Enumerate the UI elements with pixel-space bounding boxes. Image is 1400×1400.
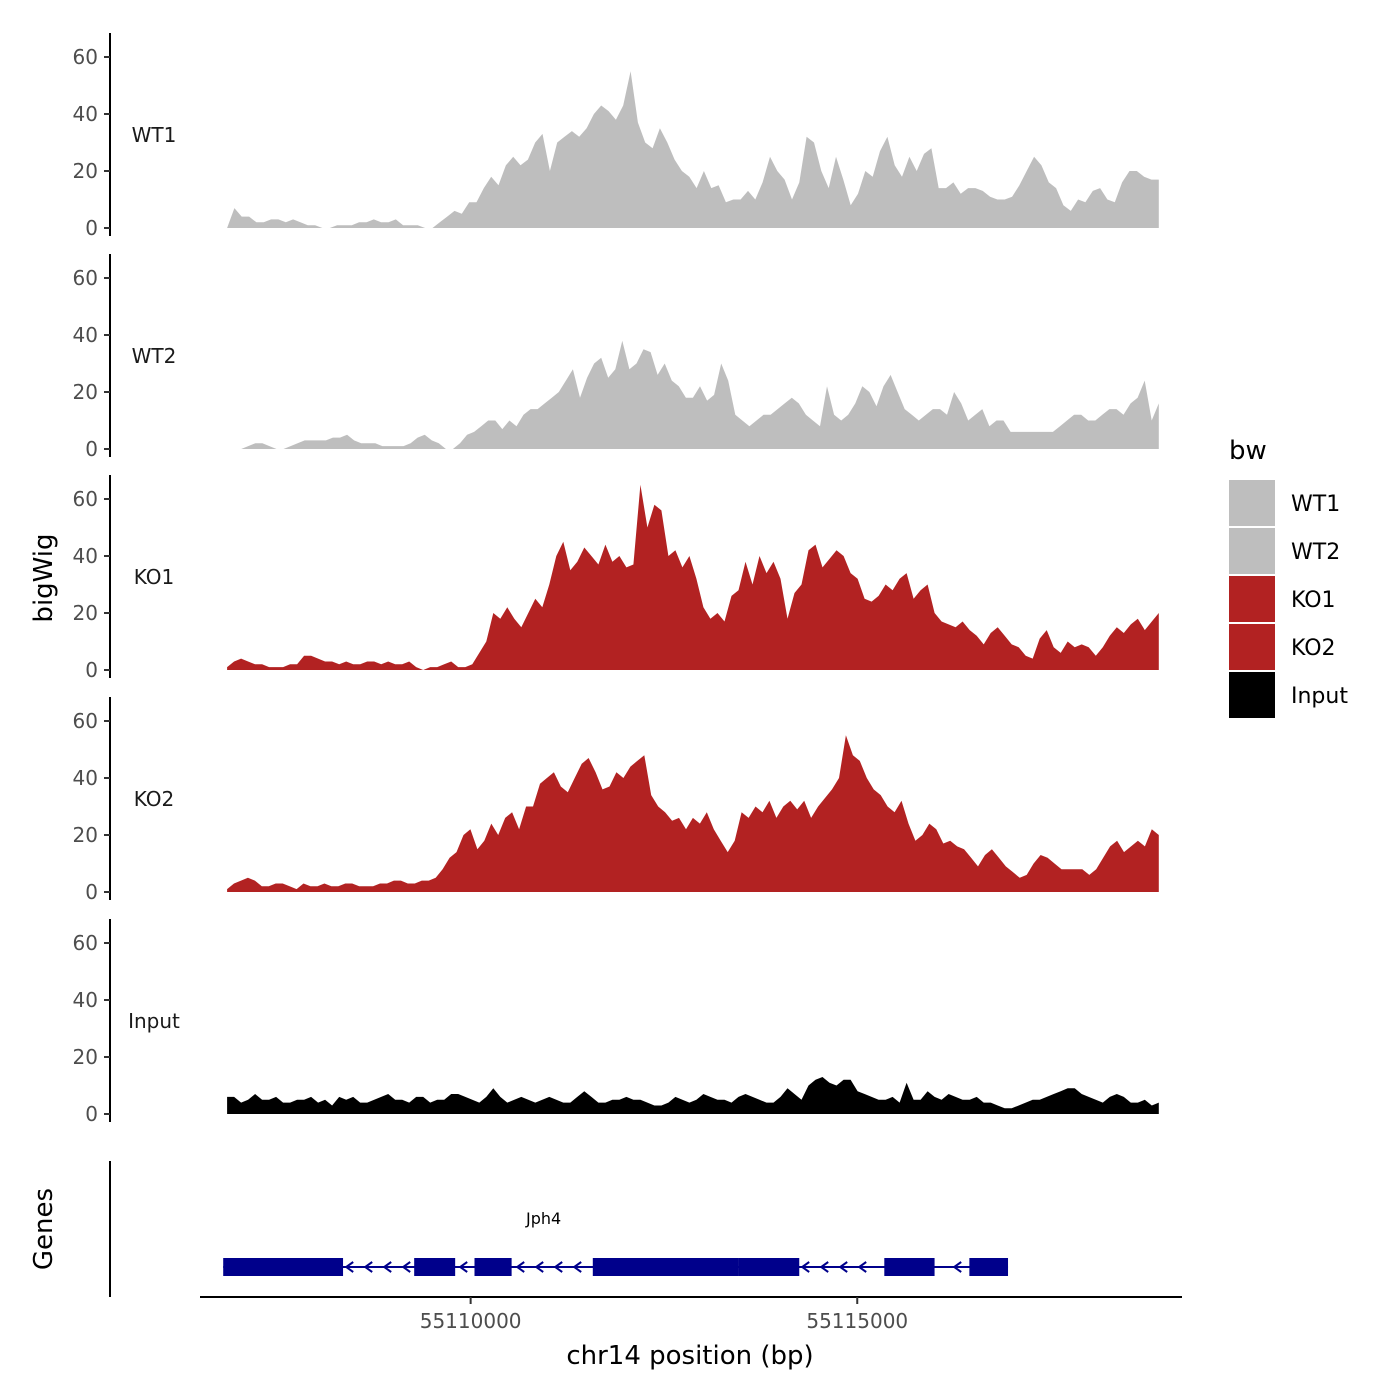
coverage-area-wt1	[227, 71, 1159, 228]
y-tick-label: 20	[73, 823, 98, 847]
strand-chevron	[857, 1261, 867, 1273]
track-label-ko1: KO1	[134, 565, 175, 589]
coverage-area-input	[227, 1077, 1159, 1114]
legend-label-wt2: WT2	[1291, 540, 1340, 565]
strand-chevron	[838, 1261, 848, 1273]
legend-key-wt1	[1229, 480, 1275, 526]
gene-exon	[474, 1258, 512, 1276]
strand-chevron	[515, 1261, 525, 1273]
x-tick-label: 55110000	[420, 1309, 522, 1333]
coverage-area-ko1	[227, 484, 1159, 670]
legend-label-input: Input	[1291, 684, 1348, 709]
strand-chevron	[572, 1261, 582, 1273]
x-axis: 55110000 55115000	[200, 1296, 1182, 1333]
strand-chevron	[382, 1261, 392, 1273]
y-tick-label: 40	[73, 544, 98, 568]
legend-label-wt1: WT1	[1291, 492, 1340, 517]
panel-input: 0 20 40 60 Input	[73, 919, 1159, 1126]
legend-key-ko2	[1229, 624, 1275, 670]
x-tick-label: 55115000	[806, 1309, 908, 1333]
track-label-wt2: WT2	[132, 344, 177, 368]
strand-chevron	[401, 1261, 411, 1273]
legend: bw WT1 WT2 KO1 KO2 Input	[1229, 436, 1348, 718]
panel-ko1: 0 20 40 60 KO1	[73, 475, 1159, 682]
strand-chevron	[363, 1261, 373, 1273]
y-tick-label: 60	[73, 45, 98, 69]
x-axis-title: chr14 position (bp)	[566, 1341, 813, 1371]
genes-panel: Jph4	[109, 1161, 1009, 1297]
genes-axis-title: Genes	[29, 1188, 59, 1270]
y-tick-label: 0	[85, 216, 98, 240]
strand-chevron	[458, 1261, 468, 1273]
gene-exon	[414, 1258, 456, 1276]
strand-chevron	[344, 1261, 354, 1273]
panel-wt1: 0 20 40 60 WT1	[73, 33, 1159, 240]
legend-label-ko1: KO1	[1291, 588, 1336, 613]
y-tick-label: 0	[85, 880, 98, 904]
y-tick-label: 40	[73, 988, 98, 1012]
y-tick-label: 20	[73, 159, 98, 183]
y-tick-label: 20	[73, 1045, 98, 1069]
strand-chevron	[534, 1261, 544, 1273]
coverage-area-wt2	[227, 340, 1159, 449]
strand-chevron	[553, 1261, 563, 1273]
panel-wt2: 0 20 40 60 WT2	[73, 254, 1159, 461]
y-tick-label: 40	[73, 766, 98, 790]
y-tick-label: 60	[73, 266, 98, 290]
strand-chevron	[819, 1261, 829, 1273]
legend-label-ko2: KO2	[1291, 636, 1336, 661]
track-label-input: Input	[128, 1009, 180, 1033]
legend-key-input	[1229, 672, 1275, 718]
track-label-wt1: WT1	[132, 123, 177, 147]
y-tick-label: 40	[73, 323, 98, 347]
y-tick-label: 60	[73, 931, 98, 955]
legend-title: bw	[1229, 436, 1267, 466]
y-axis-title: bigWig	[29, 533, 59, 622]
coverage-area-ko2	[227, 735, 1159, 892]
y-tick-label: 40	[73, 102, 98, 126]
y-tick-label: 20	[73, 380, 98, 404]
panel-ko2: 0 20 40 60 KO2	[73, 697, 1159, 904]
gene-exon	[884, 1258, 935, 1276]
gene-jph4: Jph4	[223, 1209, 1009, 1276]
track-label-ko2: KO2	[134, 787, 175, 811]
gene-exon	[592, 1258, 739, 1276]
coverage-panels: 0 20 40 60 WT1 0 20 40 60 WT2 0 20 40 60 KO1 0 20 40 60 KO2…	[73, 33, 1159, 1126]
y-tick-label: 0	[85, 1102, 98, 1126]
gene-exon	[738, 1258, 800, 1276]
y-tick-label: 0	[85, 658, 98, 682]
legend-key-wt2	[1229, 528, 1275, 574]
strand-chevron	[800, 1261, 810, 1273]
gene-exon	[223, 1258, 344, 1276]
gene-name-label: Jph4	[525, 1209, 561, 1228]
gene-exon	[969, 1258, 1009, 1276]
y-tick-label: 60	[73, 487, 98, 511]
y-tick-label: 60	[73, 709, 98, 733]
y-tick-label: 20	[73, 601, 98, 625]
y-tick-label: 0	[85, 437, 98, 461]
legend-key-ko1	[1229, 576, 1275, 622]
strand-chevron	[952, 1261, 962, 1273]
